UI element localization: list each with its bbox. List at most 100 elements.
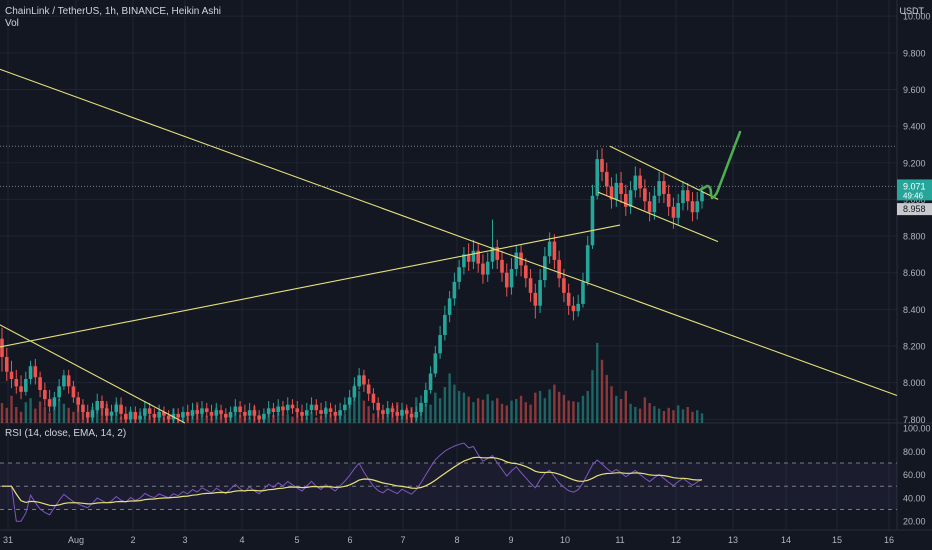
- candle-body: [376, 402, 380, 411]
- candle-body: [28, 366, 33, 380]
- volume-bar: [672, 410, 675, 423]
- volume-bar: [548, 389, 551, 423]
- rsi-ma-line: [2, 456, 703, 507]
- time-axis: 31 Aug 2 3 4 5 6 7 8 9 10 11 12 13 14 15 16: [3, 535, 894, 545]
- candle-body: [476, 250, 480, 264]
- candle-body: [343, 404, 347, 411]
- volume-bar: [76, 401, 80, 423]
- candle-body: [547, 241, 552, 257]
- candle-body: [633, 175, 638, 191]
- volume-bar: [510, 400, 513, 423]
- candle-body: [4, 357, 9, 372]
- volume-bar: [234, 411, 237, 423]
- volume-bar: [429, 404, 432, 423]
- candle-body: [390, 408, 395, 413]
- candle-body: [500, 259, 504, 273]
- candle-body: [676, 203, 680, 218]
- candle-body: [71, 386, 76, 398]
- volume-bar: [362, 400, 366, 423]
- candle-body: [124, 413, 128, 420]
- candle-body: [481, 263, 485, 275]
- volume-bar: [281, 409, 285, 423]
- price-tick-label: 10.000: [903, 12, 931, 22]
- candle-body: [262, 413, 266, 420]
- candle-body: [104, 408, 109, 416]
- volume-bar: [634, 407, 637, 423]
- candle-body: [85, 412, 90, 418]
- candle-body: [128, 412, 133, 420]
- volume-bar: [500, 403, 504, 423]
- rsi-tick-label: 60.00: [903, 470, 926, 480]
- volume-bar: [476, 398, 480, 423]
- volume-bar: [457, 391, 461, 423]
- candle-body: [624, 193, 628, 207]
- candle-body: [576, 303, 580, 312]
- volume-bar: [291, 416, 294, 423]
- candle-body: [9, 371, 14, 380]
- candle-body: [543, 256, 547, 281]
- candle-body: [600, 159, 604, 172]
- price-tick-label: 8.200: [903, 342, 926, 352]
- volume-bar: [581, 395, 585, 423]
- volume-bar: [286, 414, 289, 423]
- time-tick-label: 15: [832, 535, 842, 545]
- rsi-tick-label: 20.00: [903, 517, 926, 527]
- rsi-tick-label: 100.00: [903, 424, 931, 434]
- candle-body: [395, 412, 400, 416]
- volume-bar: [5, 407, 8, 423]
- candle-body: [228, 412, 233, 418]
- candle-body: [662, 181, 666, 194]
- candle-body: [52, 397, 57, 407]
- candle-body: [585, 245, 590, 282]
- candle-body: [309, 404, 314, 411]
- candle-body: [271, 408, 276, 413]
- candle-body: [462, 254, 466, 268]
- candle-body: [76, 397, 80, 405]
- volume-bar: [353, 384, 356, 423]
- volume-bar: [338, 415, 342, 423]
- volume-bar: [305, 416, 308, 423]
- volume-bar: [553, 384, 556, 423]
- candle-body: [243, 412, 247, 416]
- volume-bar: [700, 413, 704, 423]
- candle-body: [504, 272, 509, 288]
- candle-body: [524, 265, 528, 279]
- time-tick-label: 5: [294, 535, 299, 545]
- countdown-value: 49:46: [903, 191, 924, 200]
- volume-bar: [15, 407, 18, 423]
- candle-body: [324, 408, 328, 414]
- volume-bar: [424, 403, 428, 423]
- candle-body: [162, 412, 166, 416]
- candle-body: [400, 410, 404, 416]
- volume-bar: [72, 411, 75, 423]
- last-price-badge: [897, 179, 932, 201]
- candle-body: [133, 412, 138, 420]
- volume-bar: [34, 408, 37, 423]
- volume-bar: [434, 392, 437, 423]
- volume-bar: [576, 402, 580, 423]
- candle-body: [495, 247, 500, 260]
- candle-body: [319, 410, 323, 414]
- volume-bar: [538, 391, 542, 423]
- volume-bar: [572, 401, 575, 423]
- candle-body: [119, 404, 123, 414]
- candle-body: [66, 375, 71, 387]
- candle-body: [443, 314, 447, 336]
- candles: [0, 148, 704, 423]
- ema-price-value: 8.958: [903, 204, 926, 214]
- candle-body: [214, 410, 219, 416]
- volume-bar: [43, 407, 47, 423]
- volume-bar: [667, 407, 670, 423]
- time-tick-label: 12: [671, 535, 681, 545]
- candle-body: [609, 186, 614, 200]
- volume-bar: [62, 403, 66, 423]
- candle-body: [47, 399, 52, 407]
- candle-body: [185, 412, 190, 416]
- volume-bar: [529, 404, 532, 423]
- candle-body: [700, 192, 704, 202]
- candle-body: [562, 278, 566, 293]
- ema-price-badge: [897, 203, 932, 216]
- candle-body: [514, 252, 519, 270]
